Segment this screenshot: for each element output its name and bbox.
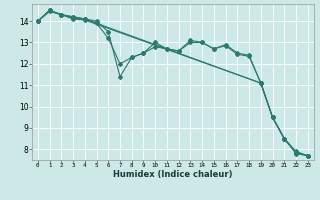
X-axis label: Humidex (Indice chaleur): Humidex (Indice chaleur) bbox=[113, 170, 233, 179]
